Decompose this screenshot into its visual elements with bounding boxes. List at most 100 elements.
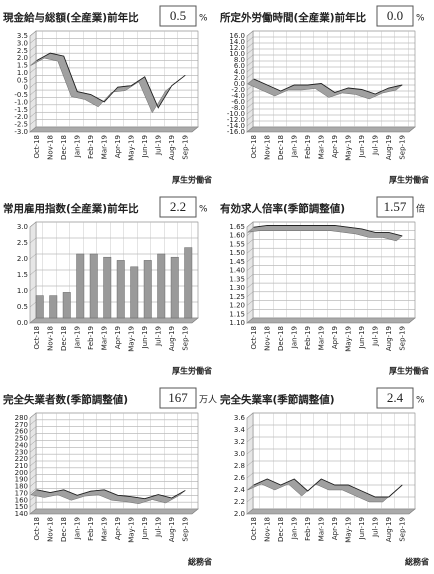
y-tick-label: 1.60 [229,232,245,240]
grid-line [246,48,254,55]
y-tick-label: -1.0 [14,98,28,106]
x-tick-label: Jun-19 [141,326,149,349]
y-tick-label: 1.65 [229,223,245,231]
y-tick-label: 2.4 [234,486,246,494]
x-tick-label: Mar-19 [100,517,108,541]
x-tick-label: Feb-19 [304,135,312,159]
x-tick-label: May-19 [344,326,352,352]
y-tick-label: 2.8 [234,462,245,470]
grid-line [29,419,37,426]
y-tick-label: 10.0 [229,50,245,58]
bar [130,266,139,319]
x-tick-label: Jul-19 [371,326,379,347]
x-tick-label: Jul-19 [154,517,162,538]
data-line [36,489,186,500]
y-tick-label: -6.0 [231,98,245,106]
y-tick-label: -2.5 [14,121,28,129]
side-wall [29,30,37,133]
source: 厚生労働省 [389,366,429,376]
y-tick-label: 1.0 [17,287,28,295]
y-tick-label: -4.0 [231,92,245,100]
grid-line [29,269,37,276]
x-tick-label: Aug-19 [168,135,176,160]
unit: % [416,14,425,24]
y-tick-label: 1.35 [229,275,245,283]
y-tick-label: 220 [15,455,28,463]
grid-line [246,90,254,97]
x-tick-label: Jan-19 [290,135,298,158]
grid-line [29,119,37,125]
x-tick-label: Aug-19 [168,517,176,542]
grid-line [246,78,254,85]
grid-line [246,42,254,49]
y-tick-label: 3.2 [234,438,245,446]
x-tick-label: Jun-19 [358,135,366,158]
floor [246,317,416,324]
grid-line [29,89,37,96]
grid-line [29,253,37,260]
floor [246,508,416,515]
y-tick-label: 16.0 [229,32,245,40]
grid-line [29,112,37,118]
data-line [253,225,403,237]
grid-line [246,309,254,315]
bar [157,253,166,319]
bar [76,253,85,319]
grid-line [29,501,37,508]
y-tick-label: -8.0 [231,104,245,112]
grid-line [29,126,37,133]
grid-line [246,496,254,503]
grid-line [246,424,254,431]
y-tick-label: 0.5 [17,303,28,311]
grid-line [246,30,254,37]
grid-line [29,75,37,81]
grid-line [246,239,254,245]
y-tick-label: 2.0 [234,510,245,518]
x-tick-label: May-19 [344,135,352,161]
grid-line [29,488,37,494]
x-tick-label: Aug-19 [385,517,393,542]
x-tick-label: Oct-18 [33,326,41,350]
grid-line [246,282,254,289]
panel-title: 有効求人倍率(季節調整値) [220,202,345,215]
y-tick-label: 3.5 [17,32,28,40]
grid-line [246,448,254,455]
x-tick-label: Mar-19 [317,135,325,159]
x-tick-label: Jan-19 [290,326,298,349]
y-tick-label: 2.0 [17,255,28,263]
y-tick-label: 190 [15,476,28,484]
x-tick-label: Aug-19 [385,326,393,351]
current-value: 0.5 [170,8,186,23]
x-tick-label: Feb-19 [87,326,95,350]
grid-line [29,460,37,467]
grid-line [29,508,37,515]
y-tick-label: -16.0 [227,128,245,136]
y-tick-label: -2.0 [231,86,245,94]
x-tick-label: Jul-19 [154,135,162,156]
panel-title: 完全失業率(季節調整値) [220,393,335,406]
x-tick-label: Jun-19 [358,517,366,540]
y-tick-label: -12.0 [227,116,245,124]
x-tick-label: Jun-19 [358,326,366,349]
x-tick-label: Oct-18 [33,135,41,159]
x-tick-label: Jul-19 [154,326,162,347]
y-tick-label: 1.45 [229,258,245,266]
x-tick-label: Jul-19 [371,135,379,156]
current-value: 2.4 [387,390,404,405]
y-tick-label: 14.0 [229,38,245,46]
grid-line [29,317,37,324]
x-tick-label: Aug-19 [168,326,176,351]
x-tick-label: Apr-19 [331,517,339,540]
x-tick-label: Dec-18 [60,135,68,160]
grid-line [246,114,254,121]
x-tick-label: Oct-18 [250,326,258,350]
grid-line [246,60,254,67]
x-tick-label: Nov-18 [263,326,271,351]
x-tick-label: Jun-19 [141,135,149,158]
floor [246,126,416,133]
bar [62,292,71,319]
x-tick-label: Dec-18 [60,326,68,351]
grid-line [29,474,37,480]
back-wall [35,30,199,128]
value-box [159,196,197,218]
